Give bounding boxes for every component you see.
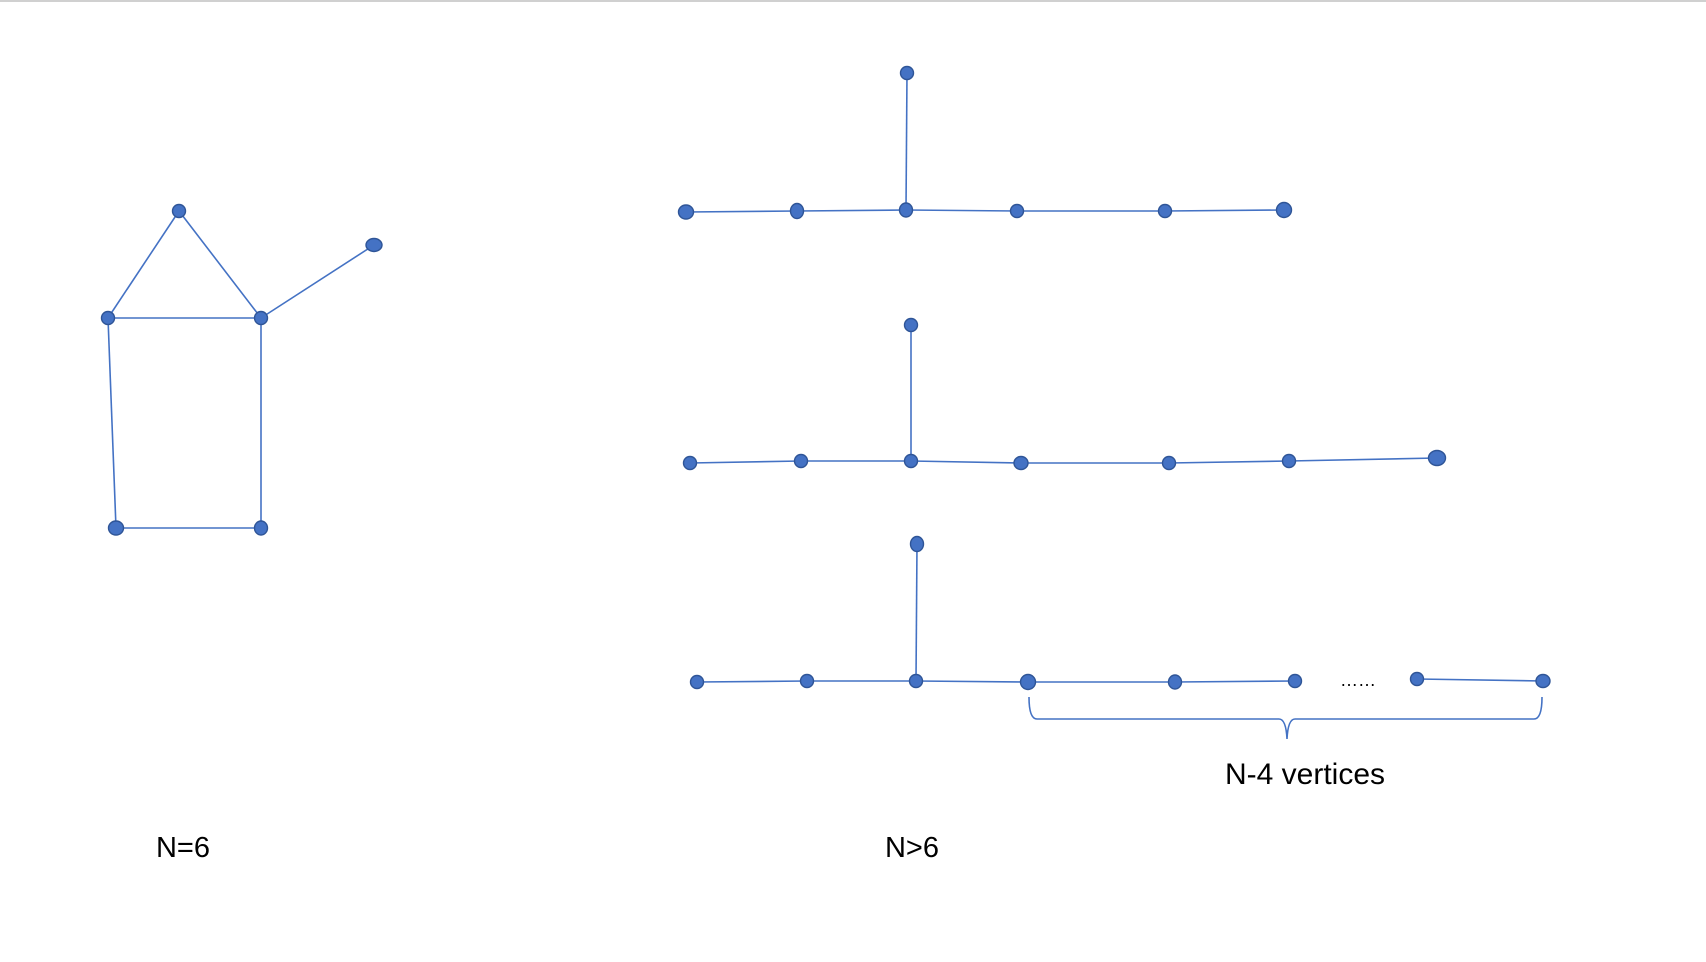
vertex xyxy=(689,674,705,690)
vertex xyxy=(898,202,914,218)
vertex xyxy=(253,310,269,326)
vertex xyxy=(677,204,695,220)
vertex xyxy=(1157,203,1173,219)
edge xyxy=(107,210,180,319)
edge xyxy=(685,210,798,213)
vertex xyxy=(1535,673,1551,689)
edge xyxy=(1416,678,1544,682)
edge xyxy=(796,209,907,212)
vertex xyxy=(1281,453,1297,469)
edge xyxy=(178,210,262,319)
graph-tree-2 xyxy=(682,317,1447,471)
vertex xyxy=(899,65,915,81)
vertex xyxy=(1409,671,1425,687)
vertex xyxy=(789,202,805,220)
vertex xyxy=(682,455,698,471)
vertex xyxy=(1275,201,1293,219)
edge xyxy=(1174,680,1296,683)
vertex xyxy=(365,237,383,253)
edge xyxy=(1164,209,1285,212)
vertex xyxy=(253,520,269,536)
edge xyxy=(260,244,375,319)
brace xyxy=(1028,696,1543,740)
edge xyxy=(689,460,802,464)
edge xyxy=(910,460,1022,464)
vertex xyxy=(1161,455,1177,471)
vertex xyxy=(1167,674,1183,690)
vertex xyxy=(909,535,925,553)
top-border xyxy=(0,0,1706,2)
edge xyxy=(905,209,1018,212)
edge xyxy=(696,680,808,683)
vertex xyxy=(799,673,815,689)
ellipsis-label: …… xyxy=(1340,670,1376,690)
edge xyxy=(915,680,1029,683)
graph-tree-1 xyxy=(677,65,1293,220)
vertex xyxy=(171,203,187,219)
vertex xyxy=(1427,449,1447,467)
caption-n6: N=6 xyxy=(156,832,210,864)
graph-tree-general: …… N-4 vertices xyxy=(689,535,1551,791)
edge xyxy=(915,543,918,682)
vertex xyxy=(903,317,919,333)
vertex xyxy=(107,520,125,536)
vertex xyxy=(1009,203,1025,219)
edge xyxy=(905,72,908,211)
vertex xyxy=(100,310,116,326)
edge xyxy=(1168,460,1290,464)
vertex xyxy=(793,453,809,469)
graph-n6 xyxy=(100,203,383,536)
vertex xyxy=(1019,673,1037,691)
vertex xyxy=(1013,455,1029,471)
edge xyxy=(1288,457,1438,462)
vertex xyxy=(903,453,919,469)
brace-label: N-4 vertices xyxy=(1225,758,1385,791)
vertex xyxy=(908,673,924,689)
vertex xyxy=(1287,673,1303,689)
edge xyxy=(107,317,117,529)
caption-ngt6: N>6 xyxy=(885,832,939,864)
